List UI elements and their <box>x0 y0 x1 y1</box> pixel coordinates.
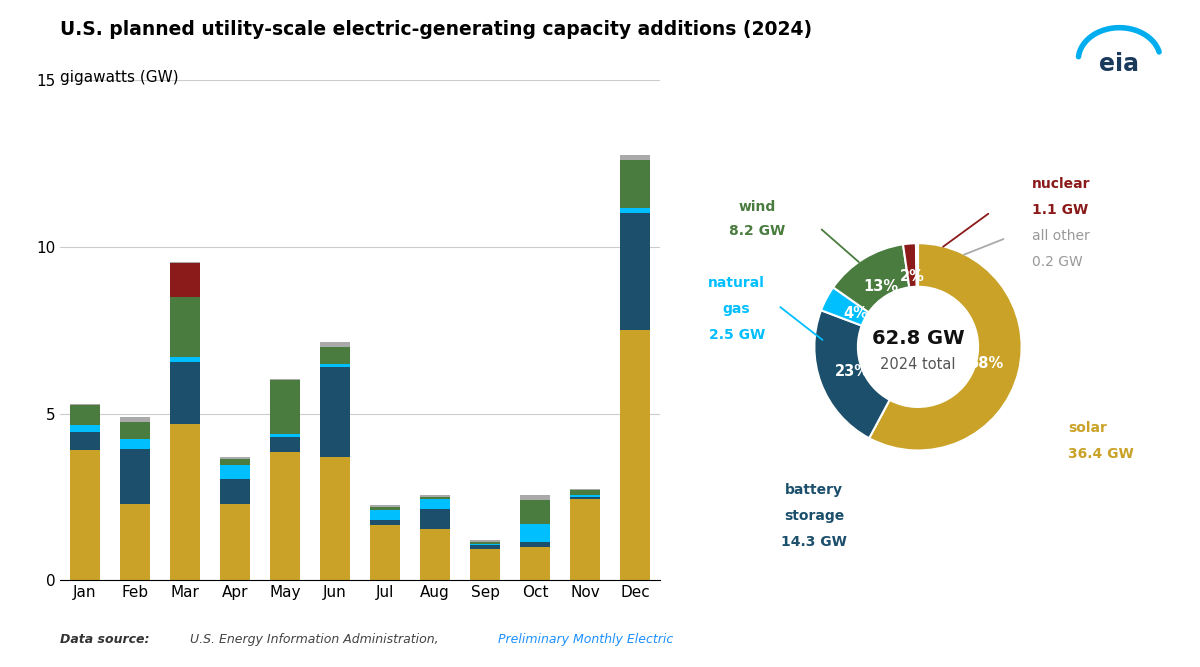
Bar <box>70 404 100 405</box>
Bar <box>220 479 250 504</box>
Bar <box>320 367 350 457</box>
Bar <box>520 542 550 547</box>
Bar <box>70 450 100 580</box>
Bar <box>470 540 500 542</box>
Bar <box>170 297 200 357</box>
Wedge shape <box>869 243 1021 450</box>
Bar <box>570 490 600 495</box>
Wedge shape <box>833 244 910 312</box>
Text: 2%: 2% <box>900 269 925 284</box>
Bar <box>220 459 250 466</box>
Bar <box>320 364 350 367</box>
Text: 58%: 58% <box>968 356 1004 372</box>
Text: 14.3 GW: 14.3 GW <box>781 535 847 549</box>
Wedge shape <box>916 243 918 287</box>
Bar <box>570 495 600 497</box>
Bar <box>220 466 250 479</box>
Bar <box>270 452 300 580</box>
Bar <box>220 504 250 580</box>
Text: nuclear: nuclear <box>1032 177 1091 191</box>
Bar <box>620 330 650 580</box>
Bar <box>120 422 150 439</box>
Bar <box>420 497 450 499</box>
Bar <box>170 424 200 580</box>
Bar <box>70 432 100 450</box>
Bar <box>370 520 400 526</box>
Text: battery: battery <box>785 483 844 497</box>
Bar <box>620 208 650 213</box>
Bar <box>220 457 250 459</box>
Bar <box>120 504 150 580</box>
Bar <box>520 495 550 500</box>
Bar <box>320 347 350 364</box>
Bar <box>120 439 150 449</box>
Bar <box>170 263 200 297</box>
Bar <box>320 457 350 580</box>
Text: 0.2 GW: 0.2 GW <box>1032 255 1082 269</box>
Text: 4%: 4% <box>844 306 868 321</box>
Bar <box>570 488 600 490</box>
Bar <box>270 380 300 434</box>
Text: U.S. Energy Information Administration,: U.S. Energy Information Administration, <box>190 633 443 646</box>
Text: 8.2 GW: 8.2 GW <box>730 224 786 238</box>
Bar <box>420 499 450 508</box>
Text: 1.1 GW: 1.1 GW <box>1032 203 1088 217</box>
Bar <box>520 547 550 580</box>
Bar <box>470 548 500 580</box>
Text: natural: natural <box>708 276 766 290</box>
Bar <box>70 405 100 426</box>
Bar <box>370 507 400 510</box>
Text: all other: all other <box>1032 229 1090 243</box>
Text: U.S. planned utility-scale electric-generating capacity additions (2024): U.S. planned utility-scale electric-gene… <box>60 20 812 39</box>
Bar <box>420 528 450 580</box>
Bar <box>120 417 150 422</box>
Bar <box>520 524 550 542</box>
Text: eia: eia <box>1099 53 1139 77</box>
Bar <box>570 499 600 580</box>
Bar <box>420 495 450 497</box>
Text: gigawatts (GW): gigawatts (GW) <box>60 70 179 85</box>
Bar <box>120 448 150 504</box>
Bar <box>70 426 100 432</box>
Bar <box>270 378 300 380</box>
Text: 2.5 GW: 2.5 GW <box>708 327 764 342</box>
Text: 13%: 13% <box>864 279 899 294</box>
Bar <box>470 542 500 544</box>
Bar <box>470 544 500 546</box>
Text: wind: wind <box>739 200 776 214</box>
Bar <box>520 500 550 524</box>
Text: 23%: 23% <box>834 364 870 379</box>
Bar <box>170 362 200 424</box>
Bar <box>170 261 200 263</box>
Bar <box>370 506 400 507</box>
Text: Data source:: Data source: <box>60 633 154 646</box>
Text: solar: solar <box>1068 421 1108 435</box>
Wedge shape <box>902 243 917 287</box>
Bar <box>620 160 650 208</box>
Bar <box>270 434 300 437</box>
Bar <box>370 510 400 520</box>
Bar <box>620 155 650 160</box>
Text: 2024 total: 2024 total <box>881 357 955 372</box>
Bar <box>320 342 350 347</box>
Text: 36.4 GW: 36.4 GW <box>1068 447 1134 461</box>
Bar <box>170 357 200 362</box>
Bar <box>270 437 300 452</box>
Wedge shape <box>815 310 889 438</box>
Bar <box>570 497 600 499</box>
Text: Preliminary Monthly Electric: Preliminary Monthly Electric <box>498 633 673 646</box>
Text: storage: storage <box>785 509 845 523</box>
Bar <box>420 508 450 528</box>
Wedge shape <box>821 287 869 325</box>
Bar <box>620 213 650 330</box>
Text: 62.8 GW: 62.8 GW <box>871 329 965 348</box>
Bar <box>370 526 400 580</box>
Text: gas: gas <box>722 301 750 315</box>
Bar <box>470 546 500 548</box>
